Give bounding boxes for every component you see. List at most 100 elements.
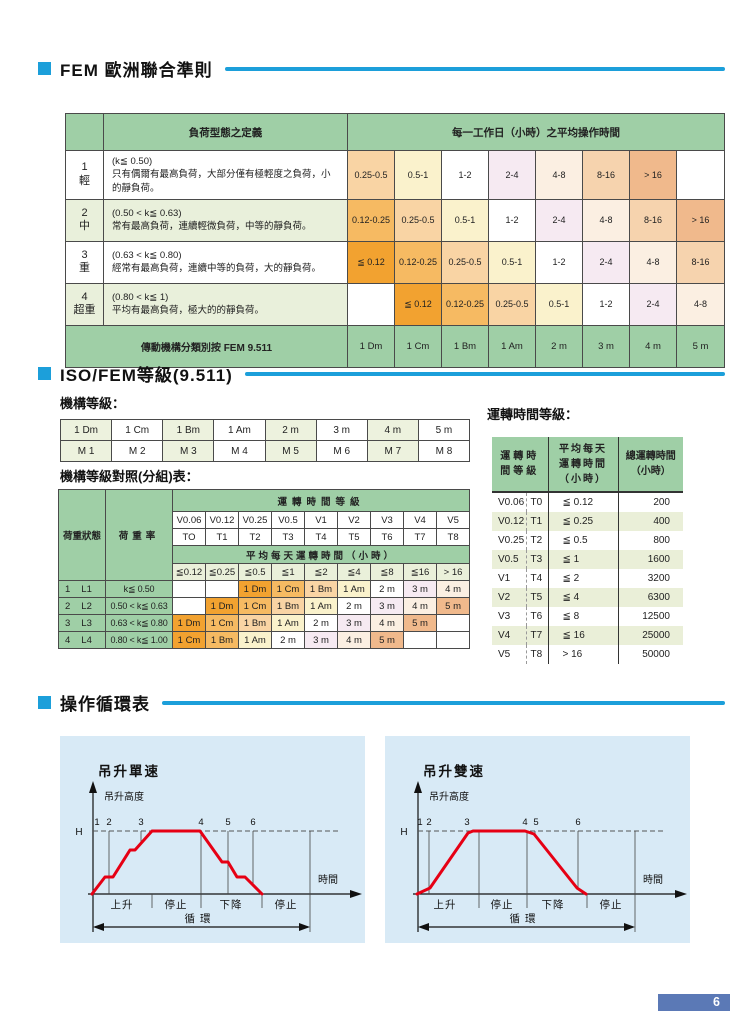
mech-class-cell: 4 m	[435, 580, 471, 598]
operating-time-cell: 2-4	[582, 240, 630, 284]
t-class-cell: T7	[403, 528, 437, 546]
total-hours-value: 400	[618, 512, 683, 531]
load-state-cell: 4 L4	[58, 631, 106, 649]
grade-mapping-table: 荷重狀態 荷重率 運轉時間等級 V0.06 V0.12 V0.25 V0.5 V1 V2 V…	[58, 489, 471, 649]
region-label: 停止	[275, 898, 298, 911]
daily-hours-cell: ≦16	[403, 563, 437, 581]
load-description: 常有最高負荷，連續輕微負荷，中等的靜負荷。	[112, 221, 312, 233]
cycle-left-arrow-icon	[418, 923, 429, 931]
mech-class-cell	[435, 614, 471, 632]
v-grade-cell: V5	[492, 645, 527, 664]
daily-hours-value: ≦ 4	[548, 588, 619, 607]
fem-table-body: 1 輕 (k≦ 0.50) 只有偶爾有最高負荷，大部分僅有極輕度之負荷，小的靜負荷。 0…	[65, 150, 725, 368]
y-axis-label: 吊升高度	[429, 790, 469, 803]
double-speed-panel: 吊升雙速 吊升高度 時間 H 1 2 3 4 5 6 上升 停止 下降	[385, 736, 690, 943]
total-hours-value: 50000	[642, 649, 670, 660]
v-grade-cell: V1	[492, 569, 527, 588]
t-grade-cell: T8	[526, 645, 549, 664]
section-header-fem: FEM 歐洲聯合準則	[38, 56, 725, 81]
daily-hours-cell: > 16	[435, 563, 471, 581]
map-t-row: TO T1 T2 T3 T4 T5 T6 T7 T8	[59, 528, 471, 546]
load-state-cell: 3 L3	[58, 614, 106, 632]
operating-time-cell: 0.12-0.25	[394, 240, 442, 284]
load-rate-cell: 0.80 < k≦ 1.00	[105, 631, 173, 649]
map-hours-row: ≦0.12 ≦0.25 ≦0.5 ≦1 ≦2 ≦4 ≦8 ≦16 > 16	[59, 563, 471, 581]
operating-time-cell: 2-4	[629, 282, 677, 326]
step-mark: 4	[522, 817, 527, 828]
y-axis-arrow-icon	[414, 781, 422, 793]
step-mark: 1	[417, 817, 422, 828]
mech-grade-cell: 1 Dm	[59, 419, 113, 441]
page-number-badge: 6	[658, 994, 730, 1011]
daily-hours-cell: ≦4	[337, 563, 371, 581]
operating-time-cell: 1-2	[582, 282, 630, 326]
v-class-cell: V0.06	[172, 511, 206, 529]
operating-time-cell: 0.5-1	[394, 150, 442, 200]
time-grade-row: V0.06 T0 ≦ 0.12 200	[492, 492, 683, 512]
operating-time-cell: 4-8	[629, 240, 677, 284]
x-axis-label: 時間	[318, 874, 338, 886]
double-speed-diagram: 吊升雙速 吊升高度 時間 H 1 2 3 4 5 6 上升 停止 下降	[400, 763, 687, 932]
x-axis-label: 時間	[643, 874, 663, 886]
operating-time-cell: 2-4	[535, 198, 583, 242]
time-grade-row: V2 T5 ≦ 4 6300	[492, 588, 683, 607]
t-class-cell: T3	[271, 528, 305, 546]
daily-hours-cell: ≦2	[304, 563, 338, 581]
load-grade-number: 4	[81, 290, 88, 303]
mech-class-cell: 1 Am	[238, 631, 272, 649]
cycle-left-arrow-icon	[93, 923, 104, 931]
load-grade-name: 重	[79, 262, 90, 275]
v-class-cell: V0.5	[271, 511, 305, 529]
daily-hours-value: ≦ 0.25	[548, 512, 619, 531]
region-label: 停止	[491, 898, 514, 911]
load-state-grade: L2	[81, 600, 92, 612]
lift-height-curve	[415, 829, 588, 896]
operating-time-cell: 0.25-0.5	[488, 282, 536, 326]
mech-grade-cell: 5 m	[417, 419, 471, 441]
load-rate-cell: k≦ 0.50	[105, 580, 173, 598]
fem-corner-cell	[65, 113, 104, 151]
operating-time-cell: ≦ 0.12	[347, 240, 395, 284]
operating-time-cell: 0.25-0.5	[394, 198, 442, 242]
operating-time-cell: 1-2	[488, 198, 536, 242]
daily-hours-value: ≦ 0.12	[548, 492, 619, 512]
daily-hours-value: > 16	[548, 645, 619, 664]
mechanism-class-cell: 3 m	[582, 324, 630, 368]
operating-time-cell: 0.5-1	[535, 282, 583, 326]
load-description: 經常有最高負荷，連續中等的負荷，大的靜負荷。	[112, 263, 322, 275]
load-description: 平均有最高負荷，極大的的靜負荷。	[112, 305, 265, 317]
total-hours-value: 1600	[618, 550, 683, 569]
diagram-title: 吊升雙速	[423, 763, 485, 779]
mech-grade-cell: 1 Bm	[162, 419, 215, 441]
daily-hours-cell: ≦1	[271, 563, 305, 581]
time-header-row: 運轉時 間等級 平均每天 運轉時間 （小時） 總運轉時間 （小時）	[492, 437, 683, 493]
daily-hours-cell: ≦8	[370, 563, 404, 581]
total-hours-value: 12500	[642, 611, 670, 622]
mech-class-cell: 4 m	[337, 631, 371, 649]
running-time-grade-band: 運轉時間等級	[171, 489, 471, 512]
v-grade-cell: V4	[492, 626, 527, 645]
fem-load-row: 1 輕 (k≦ 0.50) 只有偶爾有最高負荷，大部分僅有極輕度之負荷，小的靜負荷。 0…	[65, 150, 725, 200]
diagram-title: 吊升單速	[98, 763, 160, 779]
mech-grade-cell: 2 m	[264, 419, 317, 441]
fem-load-row: 3 重 (0.63 < k≦ 0.80) 經常有最高負荷，連續中等的負荷，大的靜負荷。…	[65, 240, 725, 284]
mech-class-cell: 3 m	[370, 597, 404, 615]
cycle-label: 循 環	[185, 912, 212, 925]
time-avg-header: 平均每天 運轉時間 （小時）	[548, 437, 619, 493]
x-axis-arrow-icon	[350, 890, 362, 898]
mech-class-cell: 5 m	[435, 597, 471, 615]
mech-class-cell: 1 Dm	[238, 580, 272, 598]
time-grade-row: V3 T6 ≦ 8 12500	[492, 607, 683, 626]
step-mark: 5	[225, 817, 230, 828]
v-class-cell: V5	[435, 511, 471, 529]
mech-grade-cell: M 7	[366, 440, 419, 462]
mech-class-cell: 1 Cm	[271, 580, 305, 598]
section-bullet-icon	[38, 367, 51, 380]
time-grade-row: V1 T4 ≦ 2 3200	[492, 569, 683, 588]
time-table-body: V0.06 T0 ≦ 0.12 200 V0.12 T1 ≦ 0.25 400 V0.25 T2 ≦…	[492, 492, 683, 664]
mech-class-cell: 1 Bm	[271, 597, 305, 615]
mech-class-cell: 2 m	[271, 631, 305, 649]
t-class-cell: T8	[435, 528, 471, 546]
